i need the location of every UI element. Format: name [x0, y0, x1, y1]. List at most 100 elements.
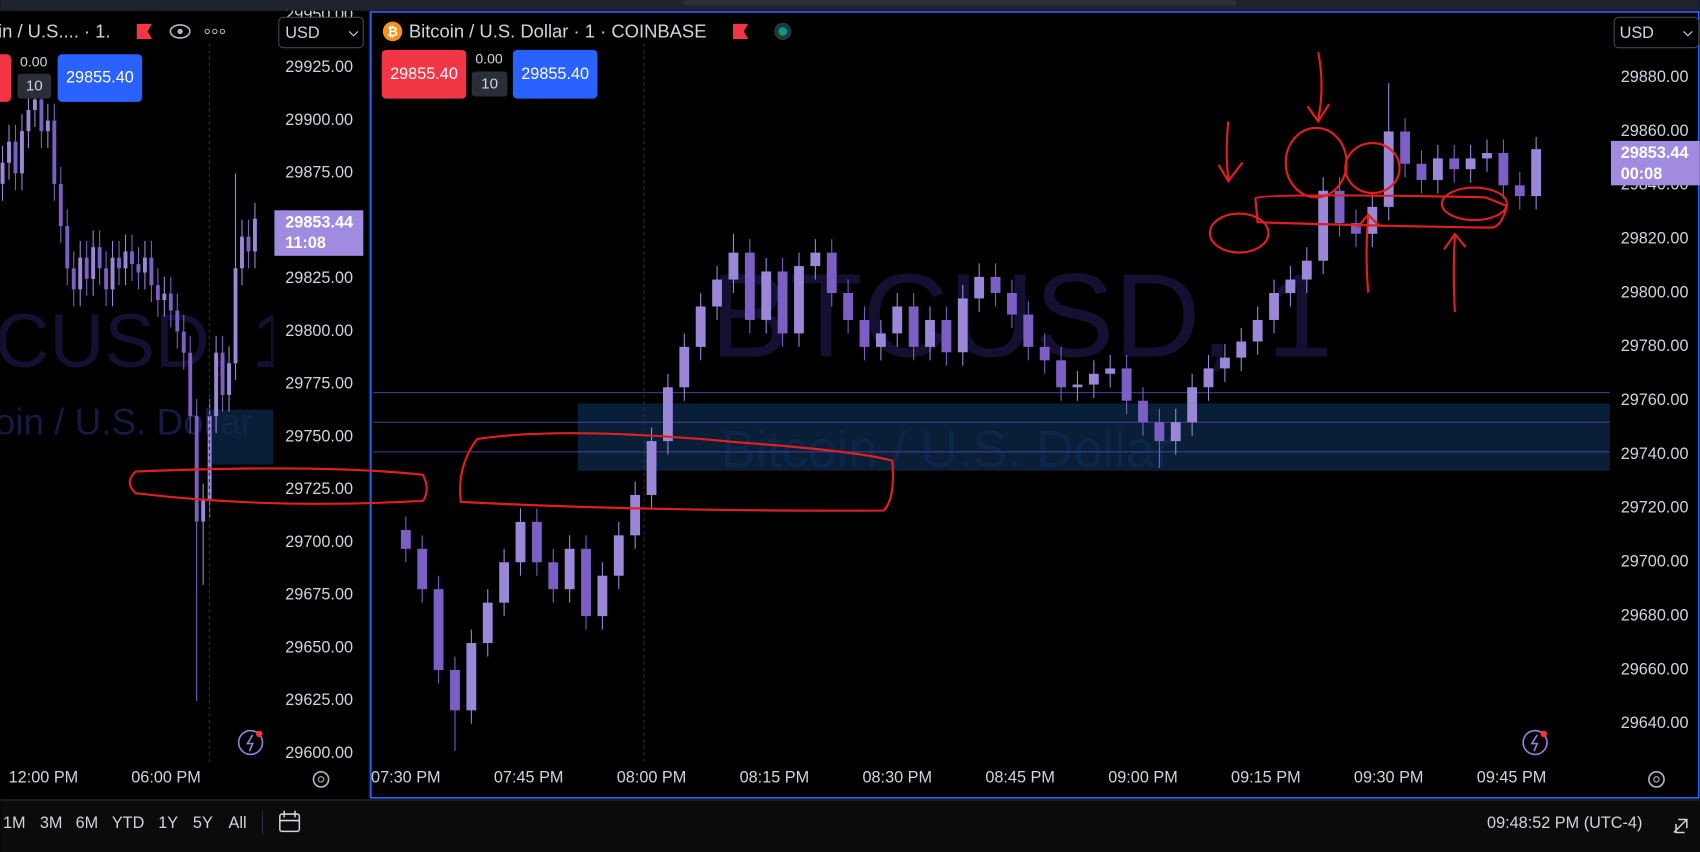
more-icon[interactable] — [204, 28, 226, 35]
currency[interactable]: USD — [285, 24, 319, 42]
candle-body — [1449, 158, 1460, 170]
x-tick-label: 09:30 PM — [1354, 769, 1424, 787]
buy-button[interactable] — [512, 49, 598, 99]
candle-body — [20, 131, 24, 174]
candle-body — [26, 110, 31, 132]
status-dot — [778, 27, 788, 36]
symbol-title[interactable]: Bitcoin / U.S. Dollar · 1 · COINBASE — [409, 20, 707, 41]
bitcoin-icon — [382, 21, 403, 42]
candle-body — [1514, 185, 1525, 197]
candle-body — [728, 252, 739, 280]
currency-select[interactable] — [1613, 16, 1700, 49]
candle-body — [58, 183, 63, 227]
candle-body — [859, 319, 870, 347]
zone — [577, 403, 1610, 471]
candle-body — [39, 99, 44, 132]
range-button[interactable]: 5Y — [193, 814, 213, 832]
y-tick-label: 29800.00 — [285, 322, 353, 340]
currency[interactable]: USD — [1620, 24, 1654, 42]
date-range-icon[interactable] — [279, 810, 301, 833]
price-tag — [1610, 140, 1700, 186]
range-button[interactable]: 3M — [40, 814, 63, 832]
expand-icon[interactable] — [1673, 818, 1688, 834]
flag-icon[interactable] — [136, 23, 152, 40]
candle-body — [1056, 360, 1066, 388]
candle-body — [188, 352, 193, 417]
candle-body — [1121, 368, 1132, 401]
candle-body — [450, 669, 460, 711]
settings-icon[interactable] — [1648, 770, 1665, 788]
candle-body — [1400, 131, 1411, 164]
eye-icon[interactable] — [169, 24, 191, 39]
range-button[interactable]: YTD — [112, 814, 145, 832]
candle-body — [1236, 341, 1247, 358]
symbol-title[interactable]: in / U.S.... · 1. — [0, 20, 111, 41]
candle-body — [162, 293, 167, 300]
quantity[interactable]: 10 — [26, 78, 43, 95]
y-tick-label: 29650.00 — [285, 638, 353, 656]
candle-body — [1105, 368, 1116, 374]
y-tick-label: 29700.00 — [285, 533, 353, 551]
candle-body — [1203, 368, 1214, 388]
candle-body — [7, 141, 11, 163]
sell-button[interactable] — [0, 54, 12, 102]
bitcoin-glyph: ₿ — [387, 24, 398, 39]
y-tick-label: 29780.00 — [1621, 337, 1689, 355]
candle-body — [663, 387, 673, 442]
candle-body — [974, 276, 985, 299]
candle-body — [1432, 158, 1443, 180]
candle-body — [149, 257, 154, 286]
x-tick-label: 08:30 PM — [862, 769, 932, 787]
candle-body — [84, 257, 89, 279]
y-tick-label: 29860.00 — [1621, 122, 1689, 140]
candle-body — [433, 589, 444, 670]
flag-icon[interactable] — [732, 23, 749, 40]
quantity[interactable]: 10 — [481, 76, 498, 93]
candle-body — [1039, 346, 1050, 361]
range-button[interactable]: 6M — [76, 814, 99, 832]
quantity-box[interactable] — [471, 71, 508, 97]
candle-body — [712, 279, 722, 307]
candle-body — [117, 257, 121, 269]
candle-body — [142, 257, 147, 273]
candle-body — [794, 266, 804, 334]
x-tick-label: 08:15 PM — [740, 769, 810, 787]
spread: 0.00 — [475, 50, 503, 66]
candle-body — [1269, 293, 1279, 320]
range-button[interactable]: All — [229, 814, 247, 832]
chevron — [1683, 31, 1693, 37]
quantity-box[interactable] — [17, 73, 52, 99]
candle-body — [826, 252, 837, 294]
candle-body — [52, 120, 57, 184]
candle-body — [1138, 400, 1148, 423]
candle-body — [13, 141, 18, 174]
x-tick-label: 07:30 PM — [371, 769, 441, 787]
alert-icon[interactable] — [237, 729, 264, 756]
candle-body — [155, 285, 160, 300]
buy-price[interactable]: 29855.40 — [521, 65, 589, 83]
x-tick-label: 12:00 PM — [9, 769, 79, 787]
currency-select[interactable] — [278, 16, 364, 49]
y-tick-label: 29900.00 — [285, 111, 353, 129]
candle-body — [1023, 314, 1034, 347]
sell-price[interactable]: 29855.40 — [390, 65, 458, 83]
buy-button[interactable] — [57, 54, 143, 102]
candle-body — [1285, 279, 1296, 294]
candle-body — [130, 251, 134, 265]
clock[interactable]: 09:48:52 PM (UTC-4) — [1487, 814, 1642, 832]
candle-body — [1170, 422, 1181, 442]
y-tick-label: 29725.00 — [285, 480, 353, 498]
candle-body — [875, 333, 886, 347]
range-button[interactable]: 1Y — [158, 814, 178, 832]
candle-body — [646, 441, 657, 495]
alert-icon[interactable] — [1522, 729, 1548, 756]
bottom-toolbar — [0, 799, 1700, 852]
sell-button[interactable] — [381, 49, 467, 99]
buy-price[interactable]: 29855.40 — [66, 68, 134, 86]
settings-icon[interactable] — [312, 770, 330, 788]
candle-body — [908, 306, 919, 347]
y-tick-label: 29925.00 — [285, 58, 353, 76]
range-button[interactable]: 1M — [3, 814, 26, 832]
candle-body — [581, 548, 591, 617]
y-tick-label: 29800.00 — [1621, 283, 1689, 301]
